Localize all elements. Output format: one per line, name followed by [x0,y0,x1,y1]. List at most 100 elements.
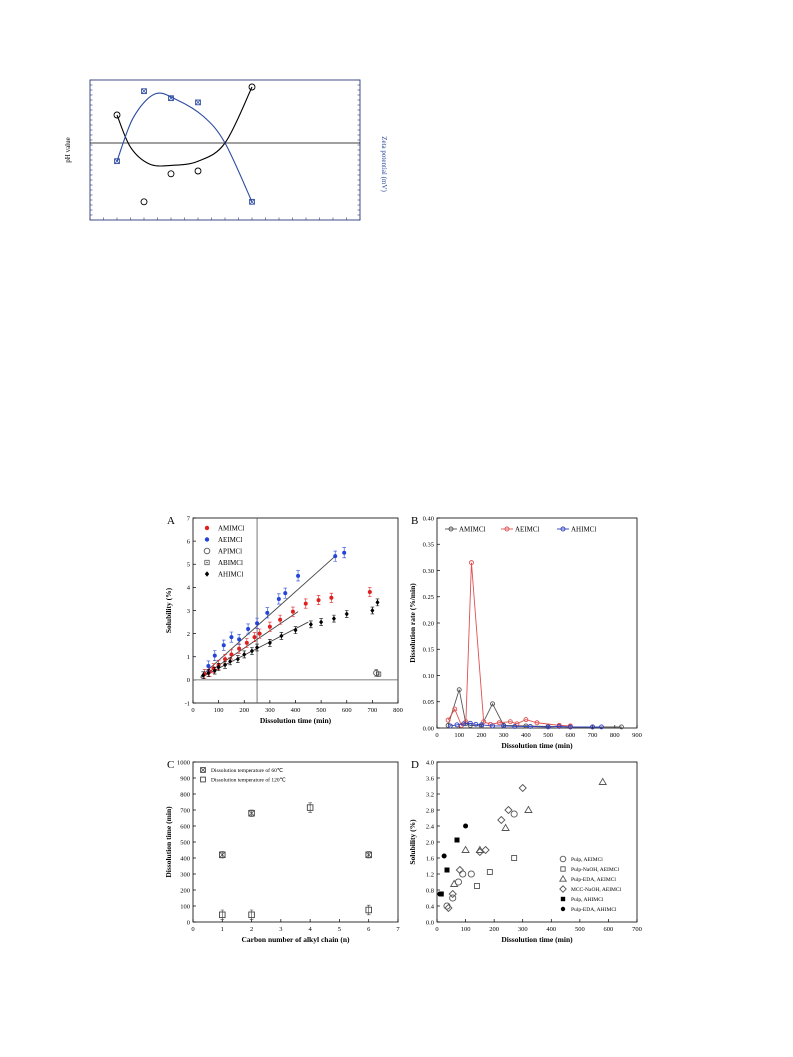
plot-frame [436,761,638,923]
legend-label: Pulp, AEIMCl [571,857,603,863]
data-point-amimcl [252,635,257,640]
y-tick-label: 7 [187,515,191,522]
data-point [449,879,459,887]
x-tick-label: 7 [396,926,400,933]
data-point-ahimcl [527,723,533,729]
legend-marker [203,547,211,555]
data-point-ahimcl [242,651,247,658]
y-tick-label: 3 [187,608,190,615]
panel-label: A [167,515,175,527]
error-bar [366,904,371,916]
x-tick-label: 100 [461,926,471,933]
chart-panel-d: 0 100 200 300 400 500 600 700 0.0 0.4 0.8 1.2 1.6 2.0… [408,759,642,944]
legend-label: APIMCl [218,548,242,556]
data-point-ahimcl [461,721,467,727]
y-tick-label: 0 [187,677,190,684]
y-tick-label: 300 [180,871,190,878]
error-bar [308,802,312,813]
x-tick-label: 800 [610,732,620,739]
chart-top: pH value Zeta potential (mV) [64,79,388,221]
data-point-ahimcl [473,721,479,727]
data-point-ahimcl [556,723,562,729]
data-point [449,894,457,902]
legend-marker [204,537,210,542]
data-point-ahimcl [545,724,551,730]
legend-marker [200,776,206,783]
data-point-blue [114,158,120,165]
legend-marker [559,855,567,863]
x-tick-label: 900 [632,732,642,739]
data-point-aeimcl [452,706,458,712]
data-point-ahimcl [255,644,260,651]
data-point-ahimcl [454,722,460,728]
x-tick-label: 2 [250,926,253,933]
data-point-amimcl [267,624,272,629]
legend-marker [560,526,566,532]
y-tick-label: 0 [187,919,190,926]
data-point-ahimcl [267,640,272,646]
y-tick-label: 0.15 [423,647,434,654]
data-point [524,805,533,813]
legend-label: AHIMCl [218,571,243,579]
legend-marker [560,896,566,902]
data-point-aeimcl [333,554,338,559]
legend-label: AEIMCl [218,536,243,544]
y-tick-label: 900 [180,775,190,782]
data-point-black [140,198,148,206]
data-point-amimcl [523,723,529,729]
y-tick-label: 400 [180,855,190,862]
data-point-aeimcl [255,621,260,626]
x-tick-label: 1 [221,926,224,933]
data-point-ahimcl [206,670,211,676]
x-tick-label: 100 [454,732,464,739]
x-tick-label: 0 [191,926,194,933]
x-tick-label: 400 [521,732,531,739]
data-point [365,851,372,859]
data-point-amimcl [367,590,372,594]
data-point-aeimcl [342,550,347,555]
y-axis-label: Solubility (%) [408,819,417,865]
x-tick-label: 700 [632,926,642,933]
x-tick-label: 200 [489,926,499,933]
data-point-ahimcl [212,668,217,674]
x-axis-label: Dissolution time (min) [260,716,332,725]
data-point [455,865,464,875]
data-point-blue [195,99,201,106]
data-point-aeimcl [206,664,211,668]
y-tick-label: 0.20 [423,620,434,627]
data-point-aeimcl [523,717,529,723]
y-tick-label: 2 [187,631,190,638]
data-point [501,823,510,831]
data-point-ahimcl [249,648,254,654]
data-point-ahimcl [467,720,473,726]
data-point-ahimcl [293,627,298,633]
data-point-ahimcl [223,662,228,668]
y-axis-label: Solubility (%) [164,587,173,633]
y-axis-label-right: Zeta potential (mV) [380,136,388,192]
x-tick-label: 300 [265,707,275,714]
data-point-ahimcl [216,664,221,670]
panel-label: D [411,759,419,771]
data-point-ahimcl [370,607,375,614]
data-point-aeimcl [496,720,502,726]
x-tick-label: 300 [499,732,509,739]
data-point-black [248,83,256,91]
data-point-ahimcl [344,611,349,617]
y-tick-label: 600 [180,823,190,830]
data-point-ahimcl [319,619,324,625]
data-point [248,809,255,817]
data-point-amimcl [490,701,496,707]
y-tick-label: 0.05 [423,699,434,706]
data-point-blue [249,198,255,205]
y-tick-label: 0.4 [426,903,435,910]
data-point [219,851,226,859]
data-point-aeimcl [276,596,281,601]
data-point-ahimcl [235,656,240,662]
error-bar [220,909,225,920]
y-axis-label: Dissolution rate (%/min) [408,583,417,663]
data-point [448,889,457,899]
data-point-amimcl [229,652,234,657]
data-point-amimcl [278,617,283,622]
legend-label: ABIMCl [218,559,243,567]
data-point [461,845,470,853]
